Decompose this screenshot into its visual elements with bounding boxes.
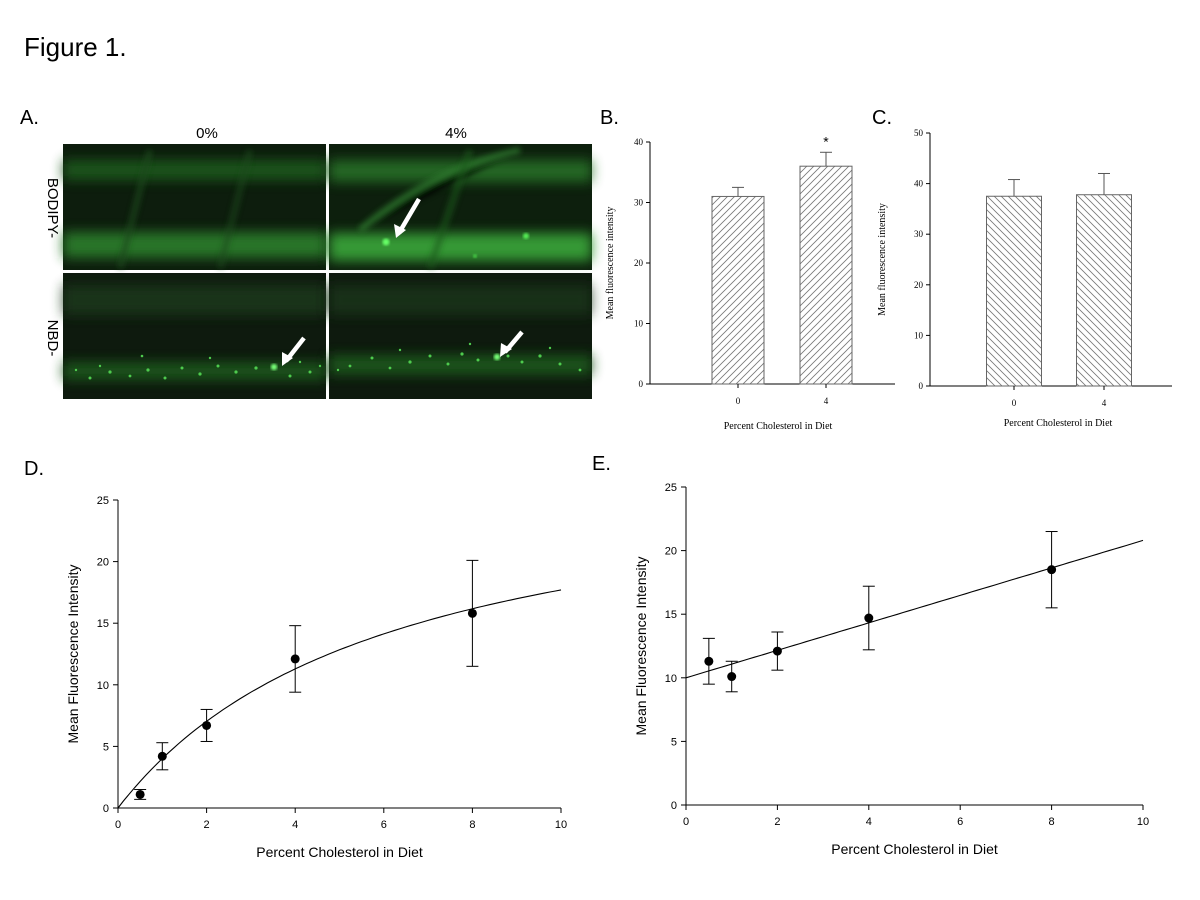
x-tick-label: 0 xyxy=(115,819,121,831)
y-tick-label: 40 xyxy=(634,137,644,147)
fit-curve xyxy=(685,539,1144,679)
y-tick-label: 10 xyxy=(634,319,644,329)
figure-title: Figure 1. xyxy=(24,32,127,62)
bar-1 xyxy=(1076,194,1132,387)
x-axis-label: Percent Cholesterol in Diet xyxy=(831,841,998,857)
arrow-bodipy-4 xyxy=(397,197,421,235)
x-axis-label: Percent Cholesterol in Diet xyxy=(1004,418,1113,429)
x-tick-label: 0 xyxy=(736,396,741,406)
panel-b-bar-chart: B. 0 10 20 30 40 0 4 * Percent Cholesterol in Die… xyxy=(600,107,895,432)
data-point-3 xyxy=(864,613,874,623)
y-tick-label: 10 xyxy=(97,680,109,692)
y-tick-label: 40 xyxy=(914,179,924,189)
data-point-4 xyxy=(1047,565,1057,575)
y-tick-label: 20 xyxy=(665,546,677,558)
y-tick-label: 25 xyxy=(665,482,677,494)
panel-letter-e: E. xyxy=(592,453,611,475)
y-tick-label: 25 xyxy=(97,495,109,507)
micrograph-bodipy-0 xyxy=(63,144,326,270)
micrograph-nbd-4 xyxy=(329,273,592,399)
significance-marker: * xyxy=(823,133,829,149)
x-tick-label: 4 xyxy=(1102,398,1107,408)
y-tick-label: 10 xyxy=(914,330,924,340)
y-tick-label: 15 xyxy=(97,618,109,630)
data-point-1 xyxy=(727,672,737,682)
col-header-4: 4% xyxy=(445,125,467,142)
y-tick-label: 0 xyxy=(103,803,109,815)
panel-a: A. 0% 4% BODIPY- cholesterol NBD- choles… xyxy=(20,107,592,400)
micrograph-bodipy-4 xyxy=(329,144,592,270)
x-tick-label: 8 xyxy=(469,819,475,831)
x-tick-label: 2 xyxy=(774,816,780,828)
data-point-0 xyxy=(135,789,145,799)
y-tick-label: 5 xyxy=(671,736,677,748)
panel-c-bar-chart: C. 0 10 20 30 40 50 0 4 Percent Cholesterol in Di… xyxy=(872,107,1172,429)
fit-curve xyxy=(117,589,562,809)
x-tick-label: 6 xyxy=(381,819,387,831)
micrograph-nbd-0 xyxy=(63,273,326,399)
y-tick-label: 20 xyxy=(97,557,109,569)
y-tick-label: 20 xyxy=(914,280,924,290)
y-tick-label: 10 xyxy=(665,673,677,685)
bar-0 xyxy=(986,195,1042,387)
data-point-2 xyxy=(772,646,782,656)
bar-1 xyxy=(799,165,853,385)
y-tick-label: 50 xyxy=(914,128,924,138)
panel-letter-d: D. xyxy=(24,458,44,480)
bar-0 xyxy=(711,195,765,385)
x-tick-label: 0 xyxy=(683,816,689,828)
x-tick-label: 4 xyxy=(292,819,298,831)
y-tick-label: 20 xyxy=(634,258,644,268)
panel-e-scatter-chart: E. 0 5 10 15 20 25 0 2 4 6 8 10 Percent Cholesterol i… xyxy=(592,453,1149,857)
y-tick-label: 0 xyxy=(671,800,677,812)
y-axis-label: Mean fluorescence intensity xyxy=(877,203,888,316)
y-axis-label: Mean fluorescence intensity xyxy=(605,207,616,320)
svg-text:NBD-: NBD- xyxy=(44,320,61,357)
x-axis-label: Percent Cholesterol in Diet xyxy=(724,421,833,432)
panel-letter-c: C. xyxy=(872,107,892,129)
x-tick-label: 6 xyxy=(957,816,963,828)
panel-letter-b: B. xyxy=(600,107,619,129)
y-tick-label: 30 xyxy=(914,229,924,239)
x-tick-label: 0 xyxy=(1012,398,1017,408)
svg-text:BODIPY-: BODIPY- xyxy=(44,178,61,238)
data-point-1 xyxy=(157,751,167,761)
data-point-4 xyxy=(467,608,477,618)
x-tick-label: 4 xyxy=(824,396,829,406)
x-tick-label: 4 xyxy=(866,816,872,828)
y-tick-label: 0 xyxy=(639,379,644,389)
data-point-2 xyxy=(202,720,212,730)
data-point-3 xyxy=(290,654,300,664)
y-axis-label: Mean Fluorescence Intensity xyxy=(65,565,81,744)
y-tick-label: 30 xyxy=(634,198,644,208)
panel-letter-a: A. xyxy=(20,107,39,129)
x-tick-label: 2 xyxy=(204,819,210,831)
x-tick-label: 10 xyxy=(555,819,567,831)
y-tick-label: 5 xyxy=(103,741,109,753)
data-point-0 xyxy=(704,656,714,666)
y-tick-label: 0 xyxy=(919,381,924,391)
x-axis-label: Percent Cholesterol in Diet xyxy=(256,844,423,860)
y-axis-label: Mean Fluorescence Intensity xyxy=(633,557,649,736)
panel-d-scatter-chart: D. 0 5 10 15 20 25 0 2 4 6 8 10 Percent Cholesterol i… xyxy=(24,458,567,860)
col-header-0: 0% xyxy=(196,125,218,142)
x-tick-label: 8 xyxy=(1049,816,1055,828)
y-tick-label: 15 xyxy=(665,609,677,621)
x-tick-label: 10 xyxy=(1137,816,1149,828)
